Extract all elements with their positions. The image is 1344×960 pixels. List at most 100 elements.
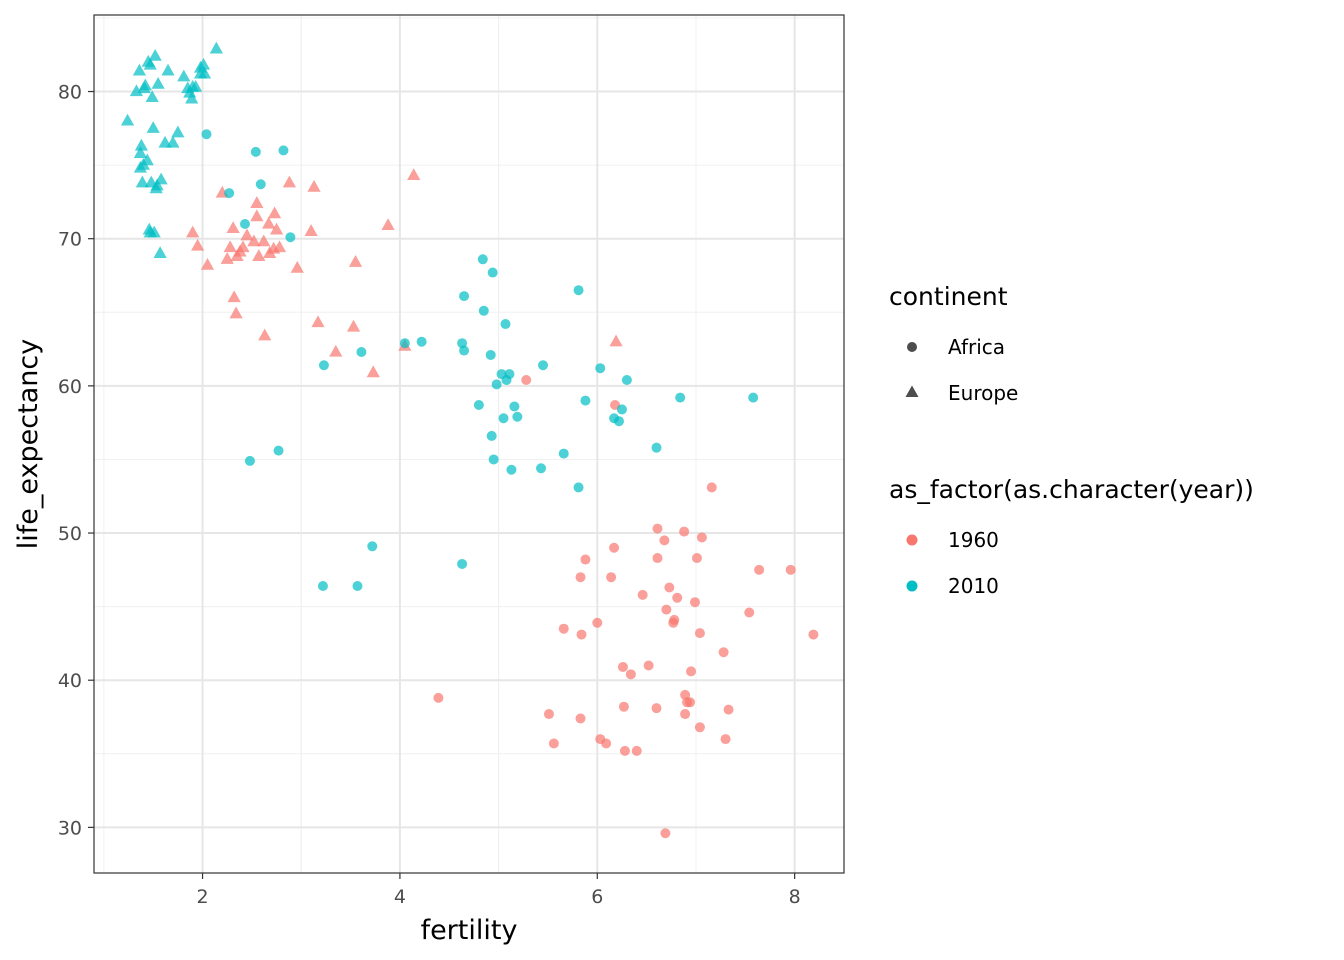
data-point-triangle	[132, 63, 146, 76]
data-point-circle	[244, 455, 255, 466]
data-point-triangle	[290, 260, 304, 273]
data-point-circle	[618, 701, 629, 712]
data-point-circle	[498, 413, 509, 424]
data-point-circle	[661, 604, 672, 615]
data-point-triangle	[262, 216, 276, 229]
data-point-triangle	[267, 206, 282, 219]
data-point-circle	[744, 607, 755, 618]
data-point-circle	[651, 703, 662, 714]
data-point-triangle	[120, 113, 135, 126]
data-point-triangle	[269, 222, 284, 235]
data-point-triangle	[148, 49, 162, 61]
data-point-circle	[239, 218, 250, 229]
data-point-triangle	[189, 79, 203, 92]
data-point-triangle	[151, 76, 165, 89]
data-point-circle	[723, 704, 734, 715]
legend-key-europe	[905, 385, 919, 397]
data-point-circle	[573, 285, 584, 296]
data-point-circle	[625, 669, 636, 680]
data-point-triangle	[304, 224, 318, 236]
data-point-circle	[669, 614, 680, 625]
data-point-circle	[601, 738, 612, 749]
data-point-circle	[694, 628, 705, 639]
data-point-circle	[680, 709, 691, 720]
plot-background	[94, 15, 844, 873]
x-tick-label: 2	[197, 886, 209, 908]
data-point-triangle	[272, 240, 287, 253]
x-tick-label: 4	[394, 886, 406, 908]
data-point-circle	[543, 709, 554, 720]
data-point-triangle	[311, 315, 325, 328]
legend-key-africa	[907, 342, 917, 352]
data-point-circle	[680, 689, 691, 700]
data-point-circle	[273, 445, 284, 456]
data-point-triangle	[209, 41, 223, 54]
data-point-circle	[255, 179, 266, 190]
data-point-triangle	[133, 146, 147, 158]
data-point-circle	[672, 592, 683, 603]
data-point-circle	[595, 363, 606, 374]
x-axis-title: fertility	[421, 915, 518, 946]
data-point-circle	[748, 392, 759, 403]
legend: continent Africa Europe as_factor(as.cha…	[889, 282, 1254, 598]
data-point-circle	[592, 617, 603, 628]
data-point-circle	[367, 541, 378, 552]
data-point-circle	[685, 697, 696, 708]
data-point-circle	[808, 629, 819, 640]
data-point-triangle	[348, 255, 363, 267]
data-point-triangle	[200, 257, 215, 270]
legend-label-2010: 2010	[948, 574, 999, 598]
data-point-circle	[576, 629, 587, 640]
data-point-circle	[689, 597, 700, 608]
data-point-circle	[201, 129, 212, 140]
data-point-circle	[637, 589, 648, 600]
grid	[94, 15, 844, 873]
data-point-triangle	[407, 168, 421, 181]
data-point-triangle	[227, 290, 241, 303]
data-point-circle	[617, 661, 628, 672]
axes: 2 4 6 8 30 40 50 60 70 80	[58, 82, 801, 908]
data-point-circle	[399, 338, 410, 349]
y-tick-label: 60	[58, 376, 82, 398]
data-point-triangle	[171, 125, 185, 138]
y-tick-label: 40	[58, 670, 82, 692]
data-point-circle	[651, 442, 662, 453]
legend-key-1960	[906, 534, 918, 546]
data-points	[120, 41, 819, 839]
data-point-circle	[686, 666, 697, 677]
data-point-circle	[433, 692, 444, 703]
data-point-circle	[573, 482, 584, 493]
data-point-triangle	[258, 328, 272, 341]
legend-title-year: as_factor(as.character(year))	[889, 475, 1254, 504]
data-point-circle	[696, 532, 707, 543]
data-point-circle	[580, 395, 591, 406]
data-point-circle	[619, 745, 630, 756]
data-point-circle	[659, 535, 670, 546]
data-point-triangle	[250, 196, 264, 208]
data-point-circle	[660, 828, 671, 839]
legend-title-continent: continent	[889, 282, 1008, 311]
data-point-circle	[485, 349, 496, 360]
data-point-triangle	[252, 249, 266, 261]
legend-label-europe: Europe	[948, 381, 1018, 405]
y-axis-title: life_expectancy	[13, 339, 44, 549]
data-point-circle	[538, 360, 549, 371]
data-point-circle	[487, 267, 498, 278]
data-point-circle	[606, 572, 617, 583]
data-point-triangle	[166, 135, 180, 148]
data-point-circle	[486, 430, 497, 441]
data-point-triangle	[191, 238, 205, 251]
data-point-triangle	[185, 91, 199, 104]
data-point-triangle	[257, 234, 271, 247]
data-point-circle	[457, 558, 468, 569]
data-point-circle	[664, 582, 675, 593]
data-point-circle	[512, 411, 523, 422]
data-point-triangle	[145, 90, 159, 103]
data-point-triangle	[236, 240, 250, 253]
data-point-circle	[652, 553, 663, 564]
data-point-triangle	[134, 138, 148, 151]
y-tick-label: 70	[58, 229, 82, 251]
data-point-circle	[317, 581, 328, 592]
data-point-circle	[675, 392, 686, 403]
